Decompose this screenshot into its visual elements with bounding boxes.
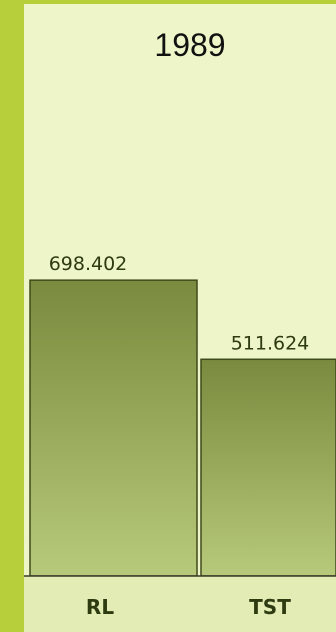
chart-title: 1989 — [154, 27, 225, 63]
value-label-rl: 698.402 — [49, 253, 128, 275]
x-tick-label-tst: TST — [249, 595, 291, 619]
bar-rl — [29, 279, 198, 577]
bar-tst — [200, 358, 336, 577]
value-label-tst: 511.624 — [231, 332, 310, 354]
x-axis-band — [24, 576, 336, 632]
x-tick-labels-group: RL TST — [86, 595, 291, 619]
bars-group — [29, 279, 336, 577]
value-labels-group: 698.402 511.624 — [49, 253, 310, 354]
x-tick-label-rl: RL — [86, 595, 114, 619]
